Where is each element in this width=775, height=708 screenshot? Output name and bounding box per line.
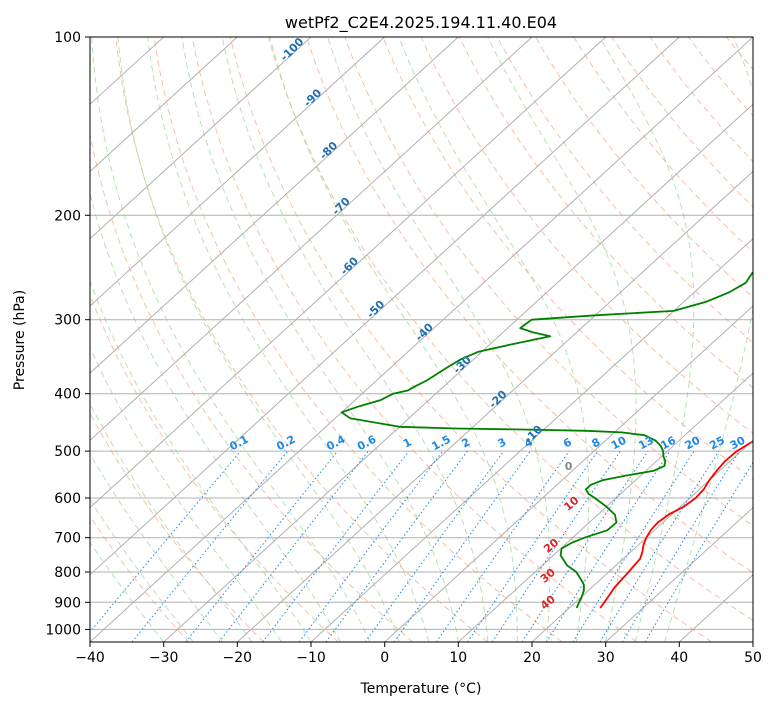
mixing-ratio-label: 10 [609,434,629,453]
isotherm-line [90,37,459,374]
mixing-ratio-label: 16 [658,434,678,453]
dry-adiabat-line [191,37,638,642]
isotherm-line [531,439,753,642]
isotherm-line [90,37,238,173]
y-tick-label: 400 [54,387,81,403]
isotherm-line [236,170,753,642]
isotherm-line [310,237,753,642]
x-axis-label: Temperature (°C) [360,681,482,697]
mixing-ratio-line [621,450,740,642]
moist-adiabat-line [269,37,518,642]
dry-adiabat-line [458,37,753,389]
mixing-ratio-line [467,450,599,642]
moist-adiabat-line [90,498,194,642]
y-tick-label: 900 [54,595,81,611]
dry-adiabat-line [115,37,488,642]
mixing-ratio-line [572,450,695,642]
x-tick-label: 0 [380,650,389,666]
moist-adiabat-line [599,37,695,642]
y-tick-label: 300 [54,313,81,329]
sounding-profiles [340,271,753,609]
y-axis-label: Pressure (hPa) [12,290,28,390]
mixing-ratio-line [364,450,505,642]
x-tick-label: −30 [149,650,179,666]
dry-adiabat-line [649,37,753,163]
y-tick-label: 800 [54,565,81,581]
y-tick-label: 100 [54,30,81,46]
dry-adiabat-line [90,131,414,642]
moist-adiabat-line [664,37,753,642]
mixing-ratio-label: 20 [683,434,703,453]
moist-adiabat-line [487,37,637,642]
moist-adiabat-line [117,37,400,642]
mixing-ratio-label: 13 [636,434,656,453]
plot-frame [89,36,754,643]
x-tick-label: 10 [449,650,467,666]
mixing-ratio-line [545,450,671,642]
isotherm-line [457,372,753,642]
x-tick-label: −10 [296,650,326,666]
x-tick-label: 20 [523,650,541,666]
dewpoint-profile-line [340,271,753,609]
mixing-ratio-label: 36 [749,434,769,453]
mixing-ratio-line [325,450,468,642]
isotherm-line [90,37,386,307]
x-tick-label: 40 [670,650,688,666]
mixing-ratio-line [521,450,649,642]
isotherm-line [384,305,753,642]
y-tick-label: 500 [54,444,81,460]
isotherm-line [90,37,680,576]
background-lines [90,37,753,642]
moist-adiabat-line [91,37,371,642]
isotherm-line [90,37,533,442]
axis-ticks: −40 −30 −20 −10 0 10 20 30 40 5010020030040050060… [45,30,762,666]
y-tick-label: 1000 [45,622,81,638]
x-tick-label: −40 [75,650,105,666]
mixing-ratio-line [90,450,242,633]
mixing-ratio-line [185,450,338,642]
dry-adiabat-line [382,37,753,481]
mixing-ratio-label: 30 [728,434,748,453]
isotherm-line [90,37,753,642]
dry-adiabat-line [153,37,563,642]
mixing-ratio-line [393,450,531,642]
mixing-ratio-label: 25 [707,434,727,453]
mixing-ratio-line [298,450,444,642]
moist-adiabat-line [90,191,341,642]
isotherm-line [90,37,312,240]
isotherm-line [90,37,607,509]
moist-adiabat-line [90,541,165,642]
chart-title: wetPf2_C2E4.2025.194.11.40.E04 [285,13,557,33]
x-tick-label: 50 [744,650,762,666]
moist-adiabat-line [147,37,430,642]
isotherm-line [605,506,753,642]
y-tick-label: 700 [54,531,81,547]
dry-adiabat-line [268,37,753,622]
temperature-profile-line [599,440,753,609]
dry-adiabat-line [306,37,753,574]
moist-adiabat-line [90,452,224,642]
moist-adiabat-line [221,37,489,642]
mixing-ratio-line [435,450,570,642]
dry-adiabat-line [496,37,753,344]
x-tick-label: 30 [597,650,615,666]
y-tick-label: 200 [54,208,81,224]
x-tick-label: −20 [223,650,253,666]
y-tick-label: 600 [54,491,81,507]
moist-adiabat-line [90,402,253,642]
dry-adiabat-line [420,37,753,435]
zero-isotherm-label: 0 [565,460,573,473]
dry-adiabat-line [573,37,753,253]
isotherm-line [163,103,753,642]
moist-adiabat-line [181,37,459,642]
mixing-ratio-line [131,450,288,642]
dry-adiabat-line [90,412,264,642]
